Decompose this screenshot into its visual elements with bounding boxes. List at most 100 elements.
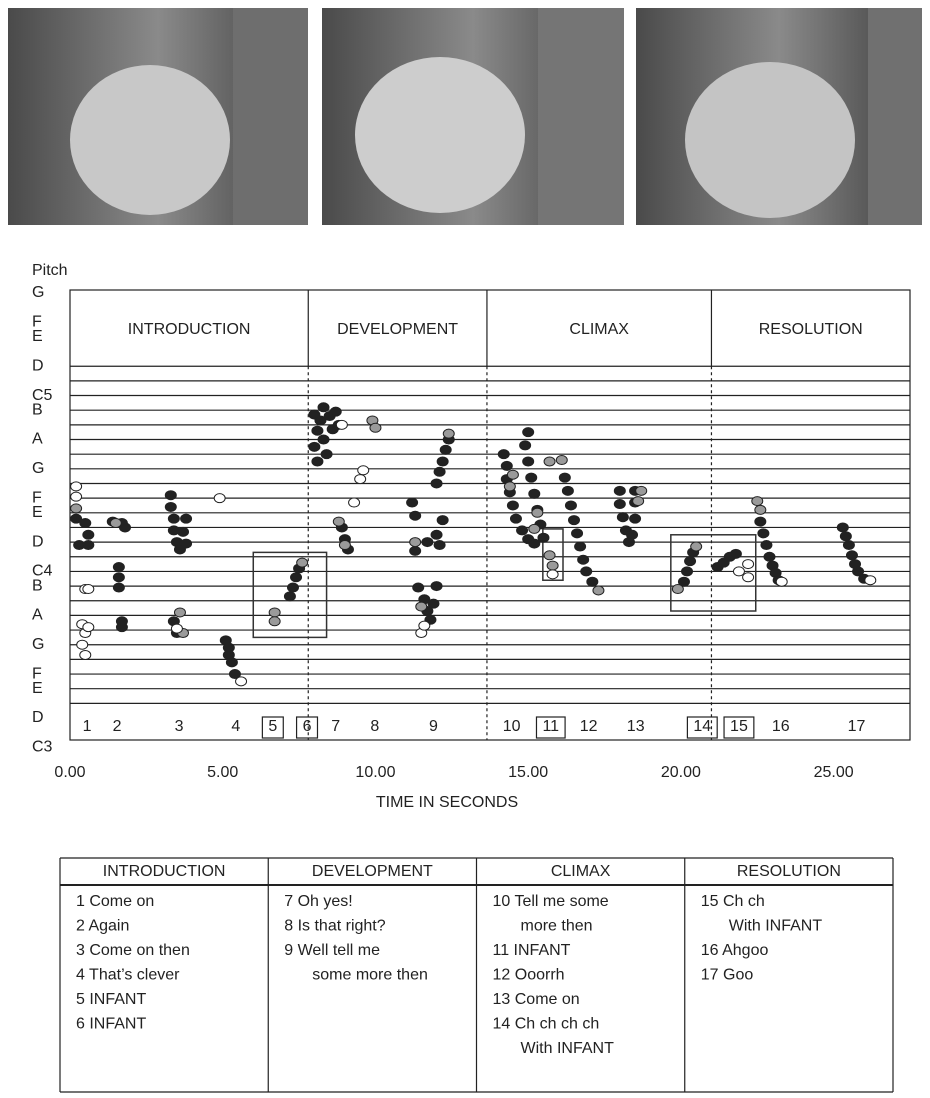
x-axis-title: TIME IN SECONDS: [376, 794, 518, 811]
figure: Pitch TIME IN SECONDS GFEDC5BAGFEDC4BAGF…: [0, 0, 930, 1098]
pitch-point: [517, 526, 528, 535]
pitch-point: [422, 538, 433, 547]
pitch-point: [83, 623, 94, 632]
pitch-point: [410, 538, 421, 547]
pitch-point: [410, 546, 421, 555]
pitch-point: [587, 577, 598, 586]
utterance-label: 8: [370, 718, 379, 735]
pitch-point: [761, 541, 772, 550]
pitch-point: [520, 441, 531, 450]
pitch-point: [501, 461, 512, 470]
pitch-point: [287, 583, 298, 592]
y-tick-label: B: [32, 577, 43, 594]
pitch-point: [236, 677, 247, 686]
pitch-point: [318, 403, 329, 412]
pitch-point: [336, 420, 347, 429]
photo-subject: [233, 8, 308, 225]
photo-subject: [355, 57, 525, 213]
utterance-label: 16: [772, 718, 790, 735]
section-label: RESOLUTION: [759, 321, 863, 338]
pitch-point: [764, 552, 775, 561]
pitch-point: [330, 407, 341, 416]
pitch-point: [168, 514, 179, 523]
pitch-point: [339, 541, 350, 550]
table-item: 7 Oh yes!: [284, 893, 352, 910]
pitch-point: [407, 498, 418, 507]
pitch-point: [498, 450, 509, 459]
pitch-point: [523, 428, 534, 437]
pitch-point: [83, 530, 94, 539]
utterance-label: 5: [268, 718, 277, 735]
pitch-point: [437, 457, 448, 466]
table-item: 6 INFANT: [76, 1016, 146, 1033]
utterance-label: 11: [542, 718, 559, 735]
table-header: CLIMAX: [551, 863, 611, 880]
table-item: 3 Come on then: [76, 942, 190, 959]
section-label: DEVELOPMENT: [337, 321, 458, 338]
y-tick-label: G: [32, 284, 44, 301]
pitch-point: [269, 617, 280, 626]
pitch-point: [569, 516, 580, 525]
pitch-point: [846, 551, 857, 560]
pitch-point: [617, 513, 628, 522]
pitch-point: [559, 473, 570, 482]
pitch-point: [743, 560, 754, 569]
pitch-point: [434, 467, 445, 476]
pitch-point: [443, 429, 454, 438]
pitch-point: [752, 497, 763, 506]
pitch-point: [547, 570, 558, 579]
pitch-point: [614, 486, 625, 495]
utterance-label: 1: [83, 718, 92, 735]
pitch-point: [532, 508, 543, 517]
pitch-point: [544, 457, 555, 466]
pitch-point: [526, 473, 537, 482]
utterance-label: 2: [113, 718, 122, 735]
pitch-point: [181, 539, 192, 548]
pitch-point: [431, 479, 442, 488]
table-item: more then: [521, 918, 593, 935]
pitch-point: [71, 492, 82, 501]
y-tick-label: G: [32, 636, 44, 653]
table-item: 1 Come on: [76, 893, 154, 910]
pitch-point: [269, 608, 280, 617]
photos: [8, 8, 922, 225]
y-tick-label: E: [32, 504, 43, 521]
pitch-point: [431, 582, 442, 591]
pitch-point: [174, 608, 185, 617]
x-tick-label: 20.00: [661, 764, 701, 781]
pitch-point: [547, 561, 558, 570]
table-item: 15 Ch ch: [701, 893, 765, 910]
table-item: 17 Goo: [701, 967, 754, 984]
pitch-point: [578, 555, 589, 564]
table-item: 10 Tell me some: [493, 893, 609, 910]
pitch-point: [565, 501, 576, 510]
pitch-point: [843, 541, 854, 550]
table-item: 13 Come on: [493, 991, 580, 1008]
table-item: 9 Well tell me: [284, 942, 380, 959]
pitch-point: [349, 498, 360, 507]
pitch-point: [370, 423, 381, 432]
pitch-point: [428, 599, 439, 608]
pitch-point: [758, 529, 769, 538]
table-item: With INFANT: [729, 918, 823, 935]
photo-subject: [685, 62, 855, 218]
utterance-label: 10: [503, 718, 521, 735]
pitch-point: [431, 530, 442, 539]
pitch-point: [614, 500, 625, 509]
pitch-point: [529, 489, 540, 498]
pitch-point: [165, 502, 176, 511]
pitch-point: [214, 494, 225, 503]
pitch-point: [581, 567, 592, 576]
section-label: INTRODUCTION: [128, 321, 251, 338]
y-tick-label: G: [32, 460, 44, 477]
table-item: 8 Is that right?: [284, 918, 385, 935]
pitch-point: [755, 517, 766, 526]
pitch-point: [181, 514, 192, 523]
y-tick-label: D: [32, 357, 44, 374]
pitch-point: [440, 445, 451, 454]
pitch-point: [672, 585, 683, 594]
x-tick-label: 25.00: [814, 764, 854, 781]
pitch-point: [507, 470, 518, 479]
pitch-point: [291, 573, 302, 582]
photo-subject: [868, 8, 922, 225]
